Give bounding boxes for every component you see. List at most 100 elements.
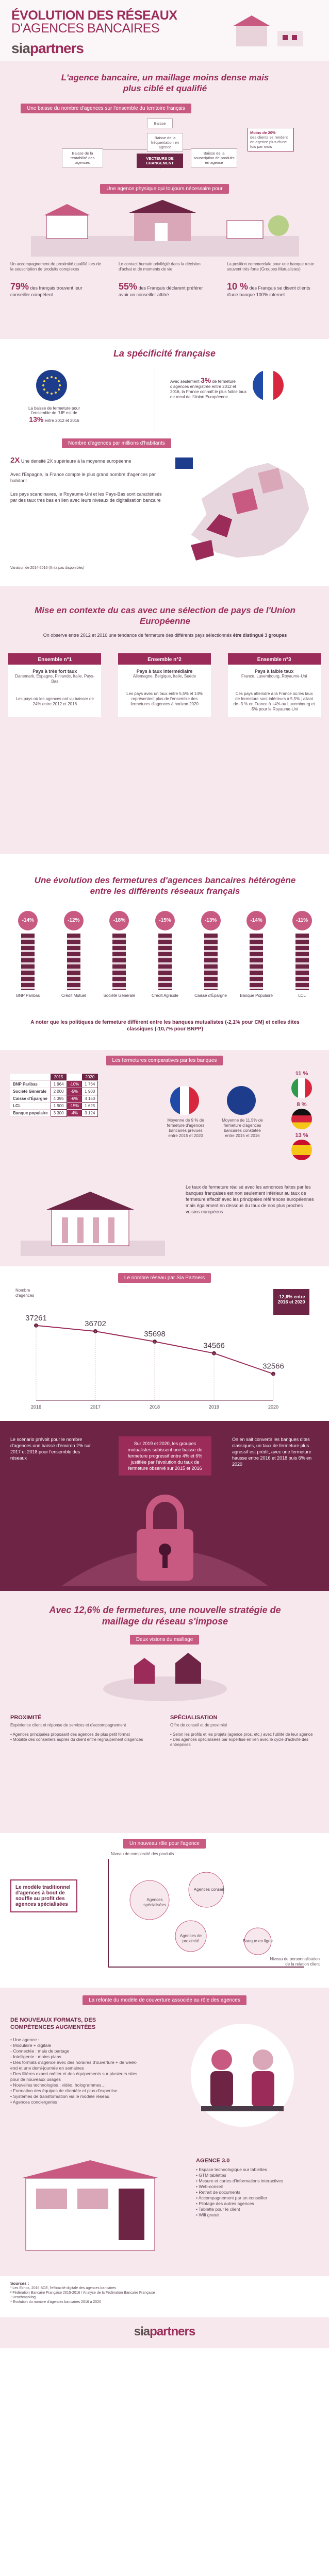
chart-data-label: 35698: [144, 1330, 166, 1338]
map-pins-icon: [103, 1653, 227, 1701]
agence-30-items: • Espace technologique sur tablettes • G…: [196, 2167, 283, 2217]
bank-bar-2: -18% Société Générale: [98, 911, 140, 1009]
bullet-2: Avec l'Espagne, la France compte le plus…: [10, 472, 156, 483]
stat-b-value: 55%: [119, 281, 138, 292]
table-row: Caisse d'Épargne 4 395 -6% 4 150: [10, 1095, 98, 1103]
eu-flag-icon-2: [227, 1086, 256, 1115]
intro-note: Moins de 20% des clients se rendent en a…: [248, 128, 294, 151]
org-mid: Baisse de la fréquentation en agence: [147, 133, 183, 152]
cell-b: 1 900: [81, 1088, 98, 1095]
stat-c: La position commerciale pour une banque …: [227, 262, 320, 297]
header-illustration: [226, 10, 314, 52]
bank-bar-6: -11% LCL: [281, 911, 323, 1009]
note-desc: des clients se rendent en agence plus d'…: [250, 135, 288, 149]
bank-bar-1: -12% Crédit Mutuel: [53, 911, 95, 1009]
label-axis-y: Niveau de complexité des produits: [111, 1852, 174, 1856]
cell-b: 1 764: [81, 1080, 98, 1088]
fr-closure-text: Moyenne de 9 % de fermeture d'agences ba…: [167, 1118, 205, 1138]
fr-stat: Avec seulement 3% de fermeture d'agences…: [170, 376, 248, 400]
chart-data-label: 36702: [85, 1319, 106, 1328]
competences-pill-wrap: La refonte du modèle de couverture assoc…: [0, 1995, 329, 2005]
scenario-section: Le scénario prévoit pour le nombre d'age…: [0, 1421, 329, 1591]
page-title: ÉVOLUTION DES RÉSEAUX D'AGENCES BANCAIRE…: [11, 9, 329, 35]
specificite-pill-wrap: Nombre d'agences par millions d'habitant…: [62, 438, 171, 448]
org-top-left: Baisse: [147, 118, 173, 128]
bank-bar-label: Crédit Agricole: [151, 993, 178, 998]
label-specialisees: Agences spécialisées: [143, 1897, 166, 1907]
strategie-pill: Deux visions du maillage: [129, 1635, 200, 1645]
page-footer: siapartners: [0, 2317, 329, 2348]
reseau-line-chart: 37261 2016 36702 2017 35698 2018 34566 2019 3256…: [25, 1314, 284, 1410]
group-card-3: Ensemble n°3 Pays à faible taux France, …: [227, 653, 321, 717]
chart-point: [212, 1351, 216, 1355]
cell-b: 3 124: [81, 1109, 98, 1117]
stat-a: Un accompagnement de proximité qualifié …: [10, 262, 103, 297]
padlock-icon: [62, 1495, 268, 1586]
agence-30-block: AGENCE 3.0 • Espace technologique sur ta…: [196, 2158, 320, 2218]
table-delta-head: [67, 1074, 82, 1081]
comparatif-pill-wrap: Les fermetures comparatives par les banq…: [0, 1055, 329, 1065]
group-card-1: Ensemble n°1 Pays à très fort taux Danem…: [8, 653, 102, 717]
bullet-1-value: 2X: [10, 456, 20, 465]
footer-brand: siapartners: [0, 2325, 329, 2339]
chart-tick-label: 2016: [31, 1404, 41, 1410]
group-1-title: Pays à très fort taux: [32, 669, 77, 674]
col-2020: 2020: [81, 1074, 98, 1081]
cell-b: 4 150: [81, 1095, 98, 1103]
cell-delta: -10%: [67, 1080, 82, 1088]
chart-tick-label: 2019: [209, 1404, 219, 1410]
specificite-pill: Nombre d'agences par millions d'habitant…: [62, 438, 171, 448]
bank-tower-icon: [112, 934, 126, 990]
contexte-subtitle: On observe entre 2012 et 2016 une tendan…: [21, 633, 309, 638]
contexte-title: Mise en contexte du cas avec une sélecti…: [35, 605, 295, 626]
groups-row: Ensemble n°1 Pays à très fort taux Danem…: [0, 653, 329, 717]
country-value-3: 13 %: [295, 1132, 308, 1139]
contexte-section: Mise en contexte du cas avec une sélecti…: [0, 586, 329, 854]
group-3-head: Ensemble n°3: [227, 655, 321, 665]
bullet-1-text: Une densité 2X supérieure à la moyenne e…: [21, 459, 131, 464]
bank-bar-3: -15% Crédit Agricole: [144, 911, 186, 1009]
intro-headline: L'agence bancaire, un maillage moins den…: [61, 73, 269, 93]
chart-point: [93, 1329, 97, 1333]
stat-b: Le contact humain privilégié dans la déc…: [119, 262, 211, 297]
label-en-ligne: Banque en ligne: [243, 1939, 273, 1943]
group-2-title: Pays à taux intermédiaire: [136, 669, 193, 674]
cell-a: 3 300: [50, 1109, 67, 1117]
org-right: Baisse de la souscription de produits en…: [191, 148, 237, 167]
fr-stat-text2: de fermeture d'agences enregistrée entre…: [170, 379, 247, 399]
reseau-pill: Le nombre réseau par Sia Partners: [118, 1273, 211, 1283]
prox-title: PROXIMITÉ: [10, 1715, 42, 1721]
cell-bank: Caisse d'Épargne: [10, 1095, 51, 1103]
cell-b: 1 625: [81, 1102, 98, 1110]
bank-bar-label: BNP Paribas: [16, 993, 40, 998]
fermetures-section: Une évolution des fermetures d'agences b…: [0, 854, 329, 1050]
fermetures-note: A noter que les politiques de fermeture …: [30, 1020, 300, 1032]
stat-a-text: des français trouvent leur conseiller co…: [10, 285, 83, 297]
bank-bar-label: Crédit Mutuel: [61, 993, 86, 998]
contexte-subtitle-bold: être distingué 3 groupes: [233, 633, 287, 638]
reseau-ylabel: Nombre d'agences: [15, 1288, 35, 1298]
cell-bank: Société Générale: [10, 1088, 51, 1095]
cell-a: 2 000: [50, 1088, 67, 1095]
cell-bank: Banque populaire: [10, 1109, 51, 1117]
label-conseil: Agences conseil: [193, 1887, 224, 1892]
reseau-pill-wrap: Le nombre réseau par Sia Partners: [0, 1273, 329, 1283]
bank-bar-value: -15%: [155, 911, 175, 930]
stat-c-value: 10 %: [227, 281, 249, 292]
reseau-section: Le nombre réseau par Sia Partners Nombre…: [0, 1266, 329, 1421]
country-value-2: 8 %: [297, 1101, 307, 1108]
bank-bars: -14% BNP Paribas -12% Crédit Mutuel -18% Soci…: [5, 911, 325, 1009]
chart-data-label: 37261: [25, 1314, 47, 1323]
eu-flag-icon: [36, 370, 67, 401]
cell-bank: BNP Paribas: [10, 1080, 51, 1088]
spec-title: SPÉCIALISATION: [170, 1715, 218, 1721]
strategie-section: Avec 12,6% de fermetures, une nouvelle s…: [0, 1591, 329, 1833]
strategie-title: Avec 12,6% de fermetures, une nouvelle s…: [49, 1605, 281, 1626]
page-header: ÉVOLUTION DES RÉSEAUX D'AGENCES BANCAIRE…: [0, 0, 329, 61]
bullet-3: Les pays scandinaves, le Royaume-Uni et …: [10, 492, 162, 503]
europe-map-icon: [175, 457, 310, 561]
intro-pill-wrap: Une baisse du nombre d'agences sur l'ens…: [21, 103, 191, 113]
group-1-countries: Danemark, Espagne, Finlande, Italie, Pay…: [15, 674, 95, 684]
agence-30-title: AGENCE 3.0: [196, 2158, 230, 2164]
fr-stat-value: 3%: [201, 376, 211, 384]
